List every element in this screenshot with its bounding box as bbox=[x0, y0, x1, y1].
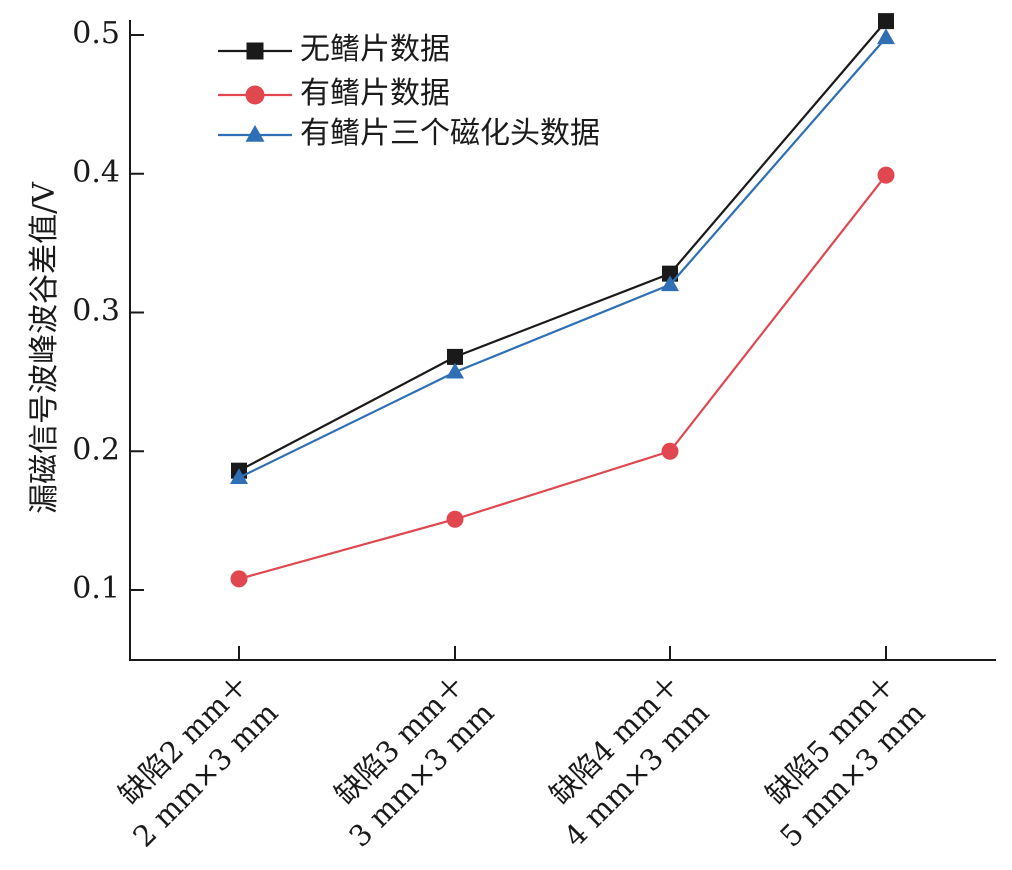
data-point-square bbox=[878, 13, 894, 30]
data-point-circle bbox=[245, 85, 265, 105]
data-point-triangle bbox=[446, 362, 464, 379]
y-tick-label: 0.2 bbox=[72, 432, 120, 467]
y-axis-label: 漏磁信号波峰波谷差值/V bbox=[27, 181, 62, 514]
y-tick-label: 0.5 bbox=[72, 16, 120, 51]
series-square bbox=[231, 13, 894, 479]
data-point-circle bbox=[877, 166, 895, 184]
legend-item: 有鳍片数据 bbox=[218, 76, 450, 111]
series-circle bbox=[230, 166, 895, 588]
legend-label: 有鳍片三个磁化头数据 bbox=[300, 116, 600, 151]
x-tick-label: 缺陷3 mm＋3 mm×3 mm bbox=[328, 667, 500, 853]
data-point-square bbox=[662, 265, 678, 282]
y-axis-ticks: 0.1 0.2 0.3 0.4 0.5 bbox=[72, 16, 144, 606]
x-tick-label: 缺陷4 mm＋4 mm×3 mm bbox=[543, 667, 715, 853]
x-axis-ticks: 缺陷2 mm＋2 mm×3 mm 缺陷3 mm＋3 mm×3 mm 缺陷4 mm＋4… bbox=[112, 646, 931, 854]
legend-item: 有鳍片三个磁化头数据 bbox=[218, 116, 600, 151]
data-point-triangle bbox=[230, 468, 248, 484]
series-layer bbox=[230, 13, 895, 588]
data-point-square bbox=[246, 42, 264, 60]
data-point-circle bbox=[446, 510, 464, 528]
data-point-triangle bbox=[661, 275, 679, 292]
legend-label: 有鳍片数据 bbox=[300, 76, 450, 111]
data-point-triangle bbox=[877, 28, 895, 45]
y-tick-label: 0.1 bbox=[72, 571, 120, 606]
data-point-circle bbox=[661, 442, 679, 460]
y-tick-label: 0.4 bbox=[72, 155, 120, 190]
data-point-circle bbox=[230, 570, 248, 588]
x-tick-label: 缺陷5 mm＋5 mm×3 mm bbox=[759, 667, 931, 853]
x-tick-label: 缺陷2 mm＋2 mm×3 mm bbox=[112, 667, 284, 853]
series-triangle bbox=[230, 28, 895, 484]
legend-item: 无鳍片数据 bbox=[218, 32, 450, 67]
series-line bbox=[238, 37, 887, 479]
series-line bbox=[238, 174, 887, 580]
y-tick-label: 0.3 bbox=[72, 294, 120, 329]
data-point-triangle bbox=[245, 124, 265, 142]
axes bbox=[129, 20, 996, 661]
data-point-square bbox=[447, 348, 463, 365]
legend-label: 无鳍片数据 bbox=[300, 32, 450, 67]
series-line bbox=[238, 20, 887, 472]
